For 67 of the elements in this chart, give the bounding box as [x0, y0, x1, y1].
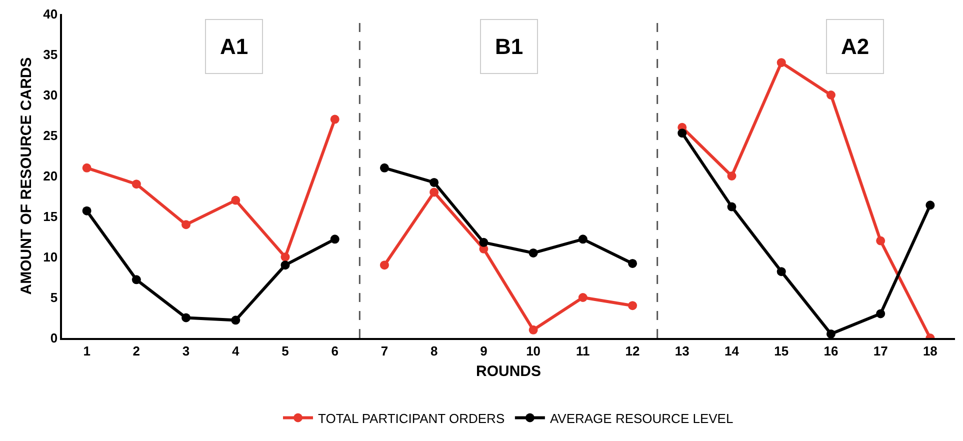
x-tick-label: 11 [576, 343, 590, 358]
x-tick-label: 4 [232, 343, 240, 358]
point [380, 260, 389, 270]
point [628, 258, 638, 268]
point [132, 180, 141, 189]
y-tick-label: 35 [43, 47, 58, 62]
point [826, 329, 836, 338]
legend-label: TOTAL PARTICIPANT ORDERS [318, 410, 505, 426]
legend-label: AVERAGE RESOURCE LEVEL [550, 410, 734, 426]
x-tick-label: 16 [824, 343, 838, 358]
x-tick-label: 2 [132, 343, 140, 358]
x-axis-title: ROUNDS [476, 362, 542, 380]
y-tick-label: 20 [43, 168, 58, 184]
y-tick-label: 30 [43, 88, 58, 103]
annotation: B1 [495, 34, 524, 59]
point [528, 248, 538, 258]
y-tick-label: 15 [43, 209, 58, 224]
x-tick-label: 10 [526, 343, 541, 358]
point [430, 188, 439, 197]
y-tick-label: 25 [43, 128, 58, 144]
point [132, 275, 141, 284]
x-tick-label: 14 [724, 343, 740, 358]
point [330, 234, 340, 244]
point [727, 202, 736, 212]
point [628, 301, 638, 310]
y-tick-label: 5 [50, 290, 58, 306]
point [231, 316, 240, 325]
point [678, 128, 687, 138]
point [330, 114, 340, 124]
point [280, 252, 290, 262]
point [231, 196, 240, 205]
point [528, 325, 538, 334]
y-axis-title: AMOUNT OF RESOURCE CARDS [18, 57, 35, 295]
x-tick-label: 13 [674, 343, 690, 358]
x-tick-label: 7 [380, 343, 388, 358]
point [876, 309, 886, 318]
x-tick-label: 1 [83, 343, 90, 358]
point [876, 236, 886, 246]
x-tick-label: 9 [480, 343, 488, 358]
point [380, 163, 389, 172]
point [82, 163, 92, 172]
x-tick-label: 3 [182, 343, 190, 358]
y-tick-label: 40 [43, 6, 58, 22]
x-tick-label: 6 [331, 343, 338, 358]
x-tick-label: 15 [774, 343, 789, 358]
point [727, 172, 736, 180]
x-tick-label: 8 [430, 343, 438, 358]
y-tick-label: 10 [43, 250, 58, 265]
point [479, 238, 488, 247]
point [578, 293, 588, 302]
point [826, 90, 836, 100]
point [82, 206, 92, 216]
point [578, 234, 588, 244]
point [280, 260, 290, 270]
point [182, 313, 191, 322]
x-tick-label: 17 [873, 343, 888, 358]
point [776, 58, 786, 68]
x-tick-label: 5 [282, 343, 289, 358]
point [926, 200, 935, 210]
x-tick-label: 12 [625, 343, 640, 358]
x-tick-label: 18 [922, 343, 938, 358]
point [776, 267, 786, 276]
annotation: A1 [220, 34, 248, 59]
y-tick-label: 0 [50, 330, 58, 346]
annotation: A2 [841, 34, 870, 59]
point [430, 178, 439, 187]
point [182, 220, 191, 230]
